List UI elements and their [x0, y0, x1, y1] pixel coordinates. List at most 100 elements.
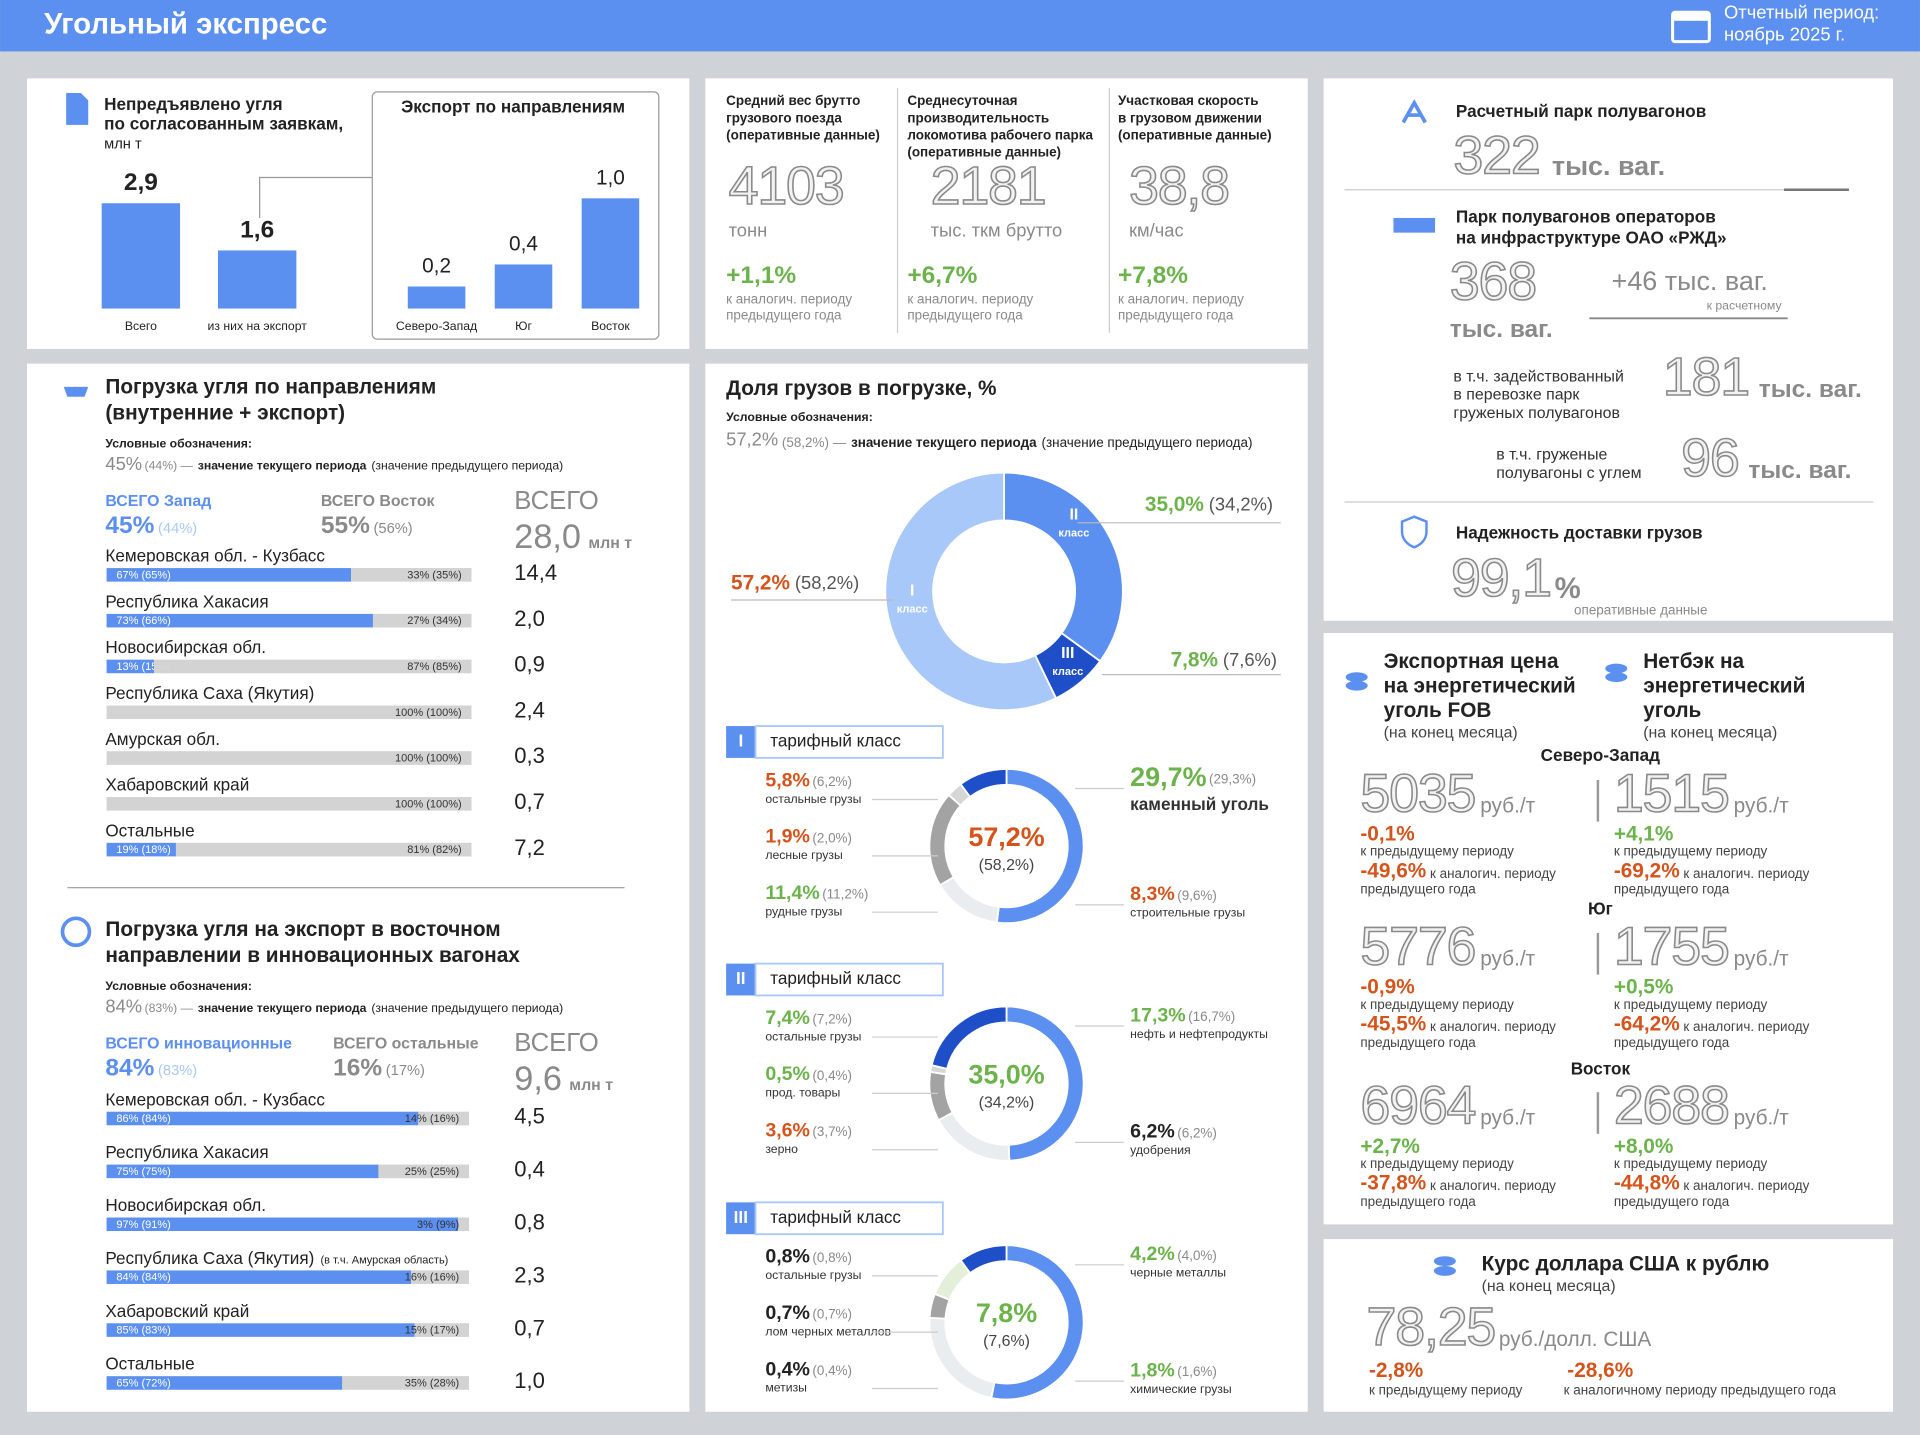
item-prev: (0,4%) — [812, 1068, 852, 1083]
bar-label: 65% (72%) — [116, 1377, 170, 1389]
section-title: на инфраструктуре ОАО «РЖД» — [1456, 227, 1727, 247]
bar-label: 14% (16%) — [405, 1113, 459, 1125]
price-note: к предыдущему периоду — [1360, 844, 1514, 859]
icon — [1345, 680, 1368, 691]
class-header: тарифный класс — [770, 968, 901, 988]
legend-text: (значение предыдущего периода) — [371, 1001, 563, 1015]
bar — [106, 842, 176, 857]
panel-title: по согласованным заявкам, — [104, 113, 343, 133]
icon — [1345, 672, 1368, 682]
class-word: класс — [1058, 528, 1089, 540]
kpi-value: 2181 — [931, 156, 1046, 216]
item-value: 6,2% — [1130, 1121, 1175, 1143]
item-value: 1,8% — [1130, 1360, 1175, 1382]
kpi-note: предыдущего года — [907, 307, 1023, 322]
kpi-value: 4103 — [729, 156, 844, 216]
item-name: остальные грузы — [765, 1029, 861, 1043]
section-title: энергетический — [1643, 674, 1805, 697]
item-prev: (6,2%) — [812, 774, 852, 789]
row-total: 7,2 — [514, 835, 545, 860]
item-value: 11,4% — [765, 882, 819, 904]
price-note: к предыдущему периоду — [1369, 1382, 1523, 1397]
bar — [494, 264, 553, 309]
bar — [106, 1376, 343, 1390]
row-total: 1,0 — [514, 1368, 545, 1393]
kpi-note: к аналогич. периоду — [1118, 292, 1244, 307]
price-change: -37,8% — [1360, 1171, 1426, 1194]
class-header-box — [754, 962, 944, 997]
total-name: ВСЕГО — [514, 487, 598, 515]
legend-example: (58,2%) — — [782, 435, 847, 450]
item-name: остальные грузы — [765, 792, 861, 806]
kpi-title: (оперативные данные) — [726, 127, 880, 142]
total-value: 45% — [105, 512, 154, 539]
price-change: -64,2% — [1614, 1012, 1680, 1035]
kpi-change: +7,8% — [1118, 262, 1188, 289]
price-value: 5035 — [1360, 763, 1475, 823]
bar — [378, 1164, 470, 1179]
total-name: ВСЕГО остальные — [333, 1036, 479, 1053]
bar — [351, 568, 472, 582]
price-unit: руб./т — [1480, 1107, 1535, 1130]
kpi-title: в перевозке парк — [1453, 387, 1580, 404]
donut-segment — [959, 768, 1008, 799]
price-value: 5776 — [1360, 916, 1475, 976]
bar-label: 85% (83%) — [116, 1325, 170, 1337]
bar — [106, 1111, 419, 1126]
item-prev: (0,8%) — [812, 1250, 852, 1265]
section-sub: (на конец месяца) — [1482, 1278, 1616, 1295]
row-total: 0,4 — [514, 1157, 545, 1182]
price-change: -45,5% — [1360, 1012, 1426, 1035]
legend-heading: Условные обозначения: — [105, 979, 252, 993]
item-prev: (9,6%) — [1177, 888, 1217, 903]
bar — [414, 1323, 470, 1337]
legend-example: (44%) — — [145, 459, 194, 473]
kpi-title: в т.ч. задействованный — [1453, 368, 1623, 385]
kpi-value: 322 — [1453, 125, 1539, 185]
globe-icon — [60, 916, 92, 948]
item-name: нефть и нефтепродукты — [1130, 1027, 1268, 1041]
price-value: 1755 — [1614, 916, 1729, 976]
item-prev: (0,7%) — [812, 1307, 852, 1322]
bar-label: 67% (65%) — [116, 569, 170, 581]
class-word: класс — [897, 604, 928, 616]
legend-heading: Условные обозначения: — [726, 410, 873, 424]
item-name: химические грузы — [1130, 1382, 1232, 1396]
donut-segment — [884, 471, 1058, 712]
icon — [1605, 663, 1628, 674]
item-prev: (29,3%) — [1209, 772, 1256, 787]
item-value: 0,5% — [765, 1063, 810, 1085]
price-note: предыдущего года — [1360, 1035, 1476, 1050]
center-value: 35,0% — [968, 1059, 1044, 1089]
row-name: Республика Хакасия — [105, 1142, 268, 1162]
item-value: 0,8% — [765, 1246, 810, 1268]
value-label: 35,0% — [1145, 493, 1204, 516]
center-prev: (58,2%) — [979, 857, 1035, 874]
total-prev: (83%) — [158, 1063, 197, 1079]
price-value: 78,25 — [1367, 1297, 1496, 1357]
row-name: Остальные — [105, 1354, 194, 1374]
region-name: Юг — [1588, 898, 1613, 918]
item-prev: (3,7%) — [812, 1124, 852, 1139]
total-prev: (56%) — [374, 521, 413, 537]
total-value: 9,6 — [514, 1060, 562, 1098]
kpi-unit: тыс. ваг. — [1450, 316, 1553, 343]
item-value: 0,4% — [765, 1358, 810, 1380]
value-label: 57,2% — [731, 572, 790, 595]
section-sub: (на конец месяца) — [1643, 725, 1777, 742]
icon — [1605, 672, 1628, 682]
legend-example: (83%) — — [145, 1001, 194, 1015]
kpi-title: Среднесуточная — [907, 93, 1017, 108]
price-unit: руб./т — [1480, 947, 1535, 970]
class-roman: I — [910, 583, 914, 600]
wagon-icon — [1393, 217, 1436, 233]
price-note: к аналогичному периоду предыдущего года — [1564, 1382, 1837, 1397]
bar-label: 97% (91%) — [116, 1219, 170, 1231]
panel — [705, 363, 1308, 1412]
price-note: к предыдущему периоду — [1360, 997, 1514, 1012]
total-value: 55% — [321, 512, 370, 539]
item-prev: (6,2%) — [1177, 1125, 1217, 1140]
price-note: к аналогич. периоду — [1683, 866, 1809, 881]
price-note: к предыдущему периоду — [1614, 1156, 1768, 1171]
